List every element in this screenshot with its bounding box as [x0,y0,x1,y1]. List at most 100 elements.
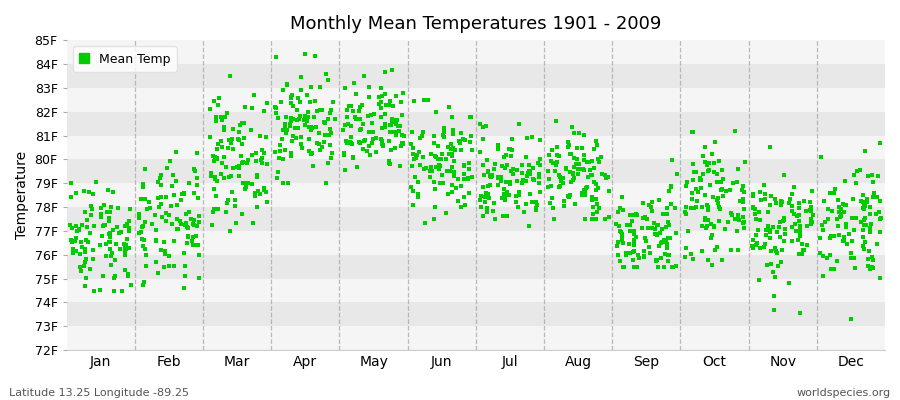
Point [695,222,709,229]
Point [436,132,450,138]
Point [481,168,495,174]
Point [813,235,827,241]
Point [838,178,852,184]
Point [83,230,97,236]
Point [497,191,511,198]
Point [725,212,740,218]
Point [217,123,231,130]
Point [745,243,760,249]
Point [611,222,625,229]
Point [860,256,875,262]
Point [361,112,375,119]
Point [151,195,166,201]
Point [235,211,249,217]
Point [580,184,594,190]
Point [220,164,234,170]
Point [225,126,239,132]
Point [96,222,111,228]
Point [357,73,372,79]
Point [95,273,110,280]
Point [291,95,305,101]
Point [768,293,782,299]
Point [702,167,716,174]
Point [748,206,762,212]
Point [873,216,887,222]
Point [80,224,94,230]
Point [476,136,491,142]
Point [847,227,861,234]
Point [757,244,771,251]
Point [189,182,203,188]
Point [178,262,193,269]
Point [231,163,246,170]
Point [442,104,456,110]
Point [268,54,283,60]
Point [245,152,259,158]
Point [338,150,352,156]
Point [230,136,245,142]
Point [701,207,716,214]
Point [474,193,489,200]
Point [280,82,294,88]
Point [500,213,514,219]
Point [251,188,266,195]
Point [859,222,873,228]
Point [352,108,366,114]
Point [297,51,311,58]
Point [166,192,181,199]
Point [464,147,479,154]
Point [297,116,311,123]
Point [410,190,425,197]
Point [410,152,424,158]
Point [836,238,850,244]
Point [340,106,355,113]
Point [106,287,121,294]
Point [648,231,662,237]
Point [405,129,419,135]
Point [366,136,381,142]
Point [664,183,679,190]
Point [306,114,320,120]
Point [686,160,700,167]
Point [432,162,446,168]
Point [566,169,580,176]
Point [464,114,478,120]
Point [857,206,871,212]
Point [283,120,297,127]
Point [590,208,604,215]
Point [75,222,89,228]
Point [557,198,572,204]
Point [495,195,509,202]
Point [770,228,784,235]
Point [846,196,860,202]
Point [173,218,187,224]
Point [180,240,194,246]
Point [863,204,878,210]
Point [214,114,229,120]
Point [382,128,397,135]
Point [850,167,864,174]
Point [533,155,547,162]
Point [76,188,91,194]
Point [158,251,173,257]
Point [378,111,392,118]
Point [436,128,451,135]
Point [289,116,303,123]
Point [874,214,888,221]
Point [382,102,396,108]
Point [114,229,129,236]
Point [174,197,188,204]
Point [562,169,577,175]
Point [86,190,100,197]
Point [844,249,859,256]
Point [567,164,581,171]
Point [273,142,287,148]
Point [577,187,591,194]
Point [451,176,465,182]
Point [636,215,651,221]
Point [694,185,708,192]
Point [167,238,182,244]
Point [405,202,419,208]
Point [860,199,874,205]
Point [814,222,829,228]
